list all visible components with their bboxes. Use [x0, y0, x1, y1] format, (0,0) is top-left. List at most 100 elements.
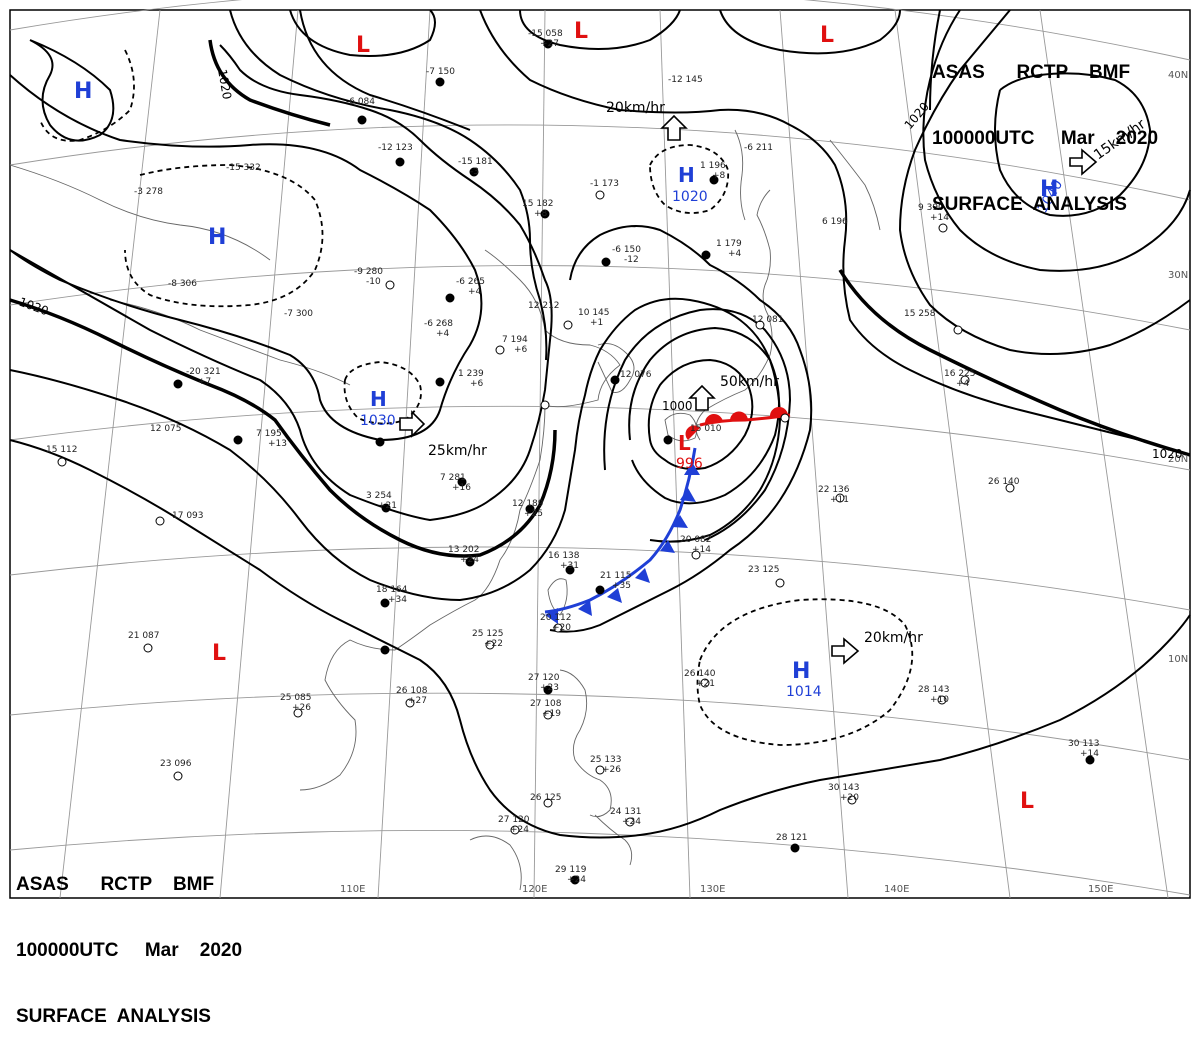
- arrow-icon: [831, 637, 860, 665]
- lon-label: 110E: [340, 884, 365, 895]
- low-marker: L: [1020, 789, 1034, 814]
- station-tendency: +14: [930, 213, 949, 223]
- lat-label: 40N: [1168, 70, 1188, 81]
- lat-label: 10N: [1168, 654, 1188, 665]
- graticule: [9, 0, 1191, 899]
- motion-arrows: [399, 114, 1098, 665]
- station-temp-pressure: 30 113: [1068, 739, 1100, 749]
- station-temp-pressure: -3 278: [134, 187, 163, 197]
- station-tendency: +14: [1080, 749, 1099, 759]
- station-tendency: +4: [436, 329, 450, 339]
- station-temp-pressure: 1 196: [700, 161, 726, 171]
- station-temp-pressure: 27 120: [528, 673, 560, 683]
- motion-label: 25km/hr: [428, 443, 487, 459]
- high-marker: H: [792, 659, 810, 684]
- station-tendency: +10: [930, 695, 949, 705]
- station-temp-pressure: 12 189: [512, 499, 544, 509]
- header-bottom-left: ASAS RCTP BMF 100000UTC Mar 2020 SURFACE…: [16, 830, 242, 1050]
- lon-label: 120E: [522, 884, 547, 895]
- station-tendency: +13: [268, 439, 287, 449]
- station-temp-pressure: 27 120: [498, 815, 530, 825]
- station-temp-pressure: 12 076: [620, 370, 652, 380]
- station-temp-pressure: 22 136: [818, 485, 850, 495]
- station-temp-pressure: 23 125: [748, 565, 780, 575]
- lon-label: 130E: [700, 884, 725, 895]
- isobar-1020-thick: [9, 39, 1191, 558]
- station-tendency: +19: [542, 709, 561, 719]
- station-temp-pressure: -1 173: [590, 179, 619, 189]
- station-tendency: +26: [602, 765, 621, 775]
- station-temp-pressure: 18 164: [376, 585, 408, 595]
- station-temp-pressure: 17 093: [172, 511, 204, 521]
- high-marker: H: [74, 79, 92, 104]
- station-temp-pressure: -6 084: [346, 97, 375, 107]
- station-tendency: +21: [378, 501, 397, 511]
- low-marker: L: [820, 23, 834, 48]
- station-tendency: +7: [198, 377, 211, 387]
- header-line-2: 100000UTC Mar 2020: [932, 128, 1159, 149]
- station-temp-pressure: 26 140: [988, 477, 1020, 487]
- pressure-value: 1020: [672, 189, 708, 205]
- header-line-2: 100000UTC Mar 2020: [16, 940, 243, 961]
- station-temp-pressure: 3 254: [366, 491, 392, 501]
- dashed-isobars: [39, 49, 914, 746]
- station-tendency: +25: [524, 509, 543, 519]
- low-marker: L: [678, 431, 691, 455]
- station-tendency: +27: [408, 696, 427, 706]
- station-tendency: +21: [696, 679, 715, 689]
- station-temp-pressure: -15 058: [528, 29, 563, 39]
- station-temp-pressure: -7 300: [284, 309, 313, 319]
- station-temp-pressure: -6 265: [456, 277, 485, 287]
- station-temp-pressure: 7 281: [440, 473, 466, 483]
- header-line-3: SURFACE ANALYSIS: [16, 1006, 211, 1027]
- station-temp-pressure: 26 108: [396, 686, 428, 696]
- station-temp-pressure: 23 096: [160, 759, 192, 769]
- low-marker: L: [356, 33, 370, 58]
- station-temp-pressure: -6 150: [612, 245, 641, 255]
- isobars: [9, 9, 1191, 839]
- motion-label: 50km/hr: [720, 374, 779, 390]
- isobar-label: 1020: [215, 68, 234, 101]
- pressure-value: 1030: [360, 413, 396, 429]
- station-temp-pressure: 20 112: [540, 613, 572, 623]
- station-temp-pressure: 25 133: [590, 755, 622, 765]
- station-tendency: +31: [560, 561, 579, 571]
- station-tendency: +27: [540, 39, 559, 49]
- station-tendency: +4: [468, 287, 482, 297]
- station-tendency: +20: [552, 623, 571, 633]
- station-temp-pressure: 12 081: [752, 315, 784, 325]
- station-temp-pressure: -6 211: [744, 143, 773, 153]
- longitude-labels: 110E 120E 130E 140E 150E: [340, 884, 1113, 895]
- header-top-right: ASAS RCTP BMF 100000UTC Mar 2020 SURFACE…: [932, 18, 1158, 238]
- station-temp-pressure: 27 108: [530, 699, 562, 709]
- station-temp-pressure: 21 087: [128, 631, 160, 641]
- lat-label: 30N: [1168, 270, 1188, 281]
- station-temp-pressure: 16 225: [944, 369, 976, 379]
- station-tendency: +24: [510, 825, 529, 835]
- station-temp-pressure: 15 112: [46, 445, 78, 455]
- station-tendency: +24: [567, 875, 586, 885]
- station-tendency: +34: [388, 595, 407, 605]
- station-tendency: +1: [590, 318, 603, 328]
- station-temp-pressure: 9 390: [918, 203, 944, 213]
- station-temp-pressure: -12 145: [668, 75, 703, 85]
- station-tendency: -12: [624, 255, 639, 265]
- arrow-icon: [688, 384, 716, 411]
- station-markers: [57, 39, 1095, 885]
- arrow-icon: [1069, 148, 1098, 176]
- station-temp-pressure: 15 010: [690, 424, 722, 434]
- station-tendency: +23: [540, 683, 559, 693]
- station-tendency: +4: [956, 379, 970, 389]
- station-tendency: -10: [366, 277, 381, 287]
- station-temp-pressure: 15 182: [522, 199, 554, 209]
- arrow-icon: [399, 410, 426, 438]
- station-temp-pressure: -20 321: [186, 367, 221, 377]
- station-tendency: +20: [840, 793, 859, 803]
- station-temp-pressure: -15 332: [226, 163, 261, 173]
- station-tendency: +4: [728, 249, 742, 259]
- header-line-1: ASAS RCTP BMF: [16, 874, 215, 895]
- station-tendency: +6: [470, 379, 484, 389]
- cold-front: [544, 447, 700, 624]
